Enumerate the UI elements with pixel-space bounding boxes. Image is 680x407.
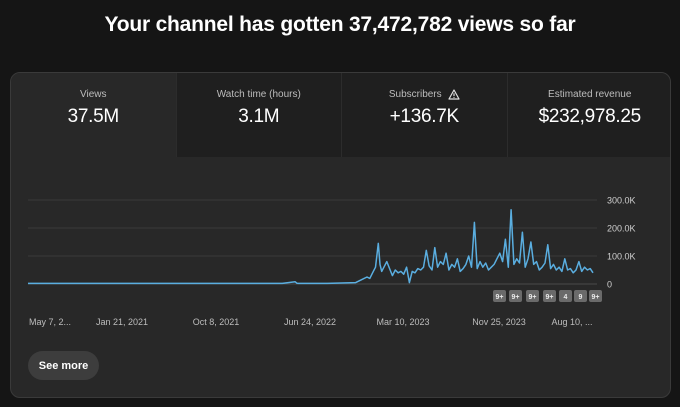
tab-revenue-value: $232,978.25: [538, 106, 642, 127]
y-tick-label: 200.0K: [607, 224, 636, 234]
x-tick-label: Jan 21, 2021: [96, 317, 148, 327]
series-line[interactable]: [28, 209, 594, 285]
annotation-marker-label: 9+: [512, 294, 520, 301]
x-tick-label: May 7, 2...: [29, 317, 71, 327]
tab-revenue-label: Estimated revenue: [548, 88, 632, 100]
tab-subscribers-value: +136.7K: [389, 106, 460, 127]
see-more-button[interactable]: See more: [28, 351, 99, 380]
analytics-panel: Views 37.5M Watch time (hours) 3.1M Subs…: [10, 72, 671, 398]
tab-watch-time-value: 3.1M: [238, 106, 280, 127]
x-tick-label: Jun 24, 2022: [284, 317, 336, 327]
annotation-marker-label: 9+: [546, 294, 554, 301]
annotation-marker[interactable]: [574, 290, 587, 302]
annotation-marker[interactable]: [493, 290, 506, 302]
warning-icon[interactable]: [448, 88, 460, 100]
annotation-marker-label: 9+: [496, 294, 504, 301]
x-tick-label: Nov 25, 2023: [472, 317, 526, 327]
tab-subscribers[interactable]: Subscribers +136.7K: [341, 73, 507, 157]
y-tick-label: 0: [607, 280, 612, 290]
x-tick-label: Aug 10, ...: [551, 317, 592, 327]
annotation-marker-label: 4: [564, 294, 568, 301]
tab-views-value: 37.5M: [67, 106, 120, 127]
tab-estimated-revenue[interactable]: Estimated revenue $232,978.25: [506, 73, 670, 157]
tab-watch-time-label: Watch time (hours): [216, 88, 301, 100]
tab-views-label: Views: [80, 88, 107, 100]
x-tick-label: Mar 10, 2023: [376, 317, 429, 327]
annotation-marker-label: 9+: [529, 294, 537, 301]
annotation-marker[interactable]: [526, 290, 539, 302]
annotation-marker-label: 9: [579, 294, 583, 301]
page-headline: Your channel has gotten 37,472,782 views…: [104, 13, 576, 36]
tab-subscribers-label: Subscribers: [388, 88, 442, 100]
x-tick-label: Oct 8, 2021: [193, 317, 240, 327]
annotation-marker[interactable]: [559, 290, 572, 302]
y-tick-label: 300.0K: [607, 196, 636, 206]
metric-tabs: Views 37.5M Watch time (hours) 3.1M Subs…: [11, 73, 670, 157]
tab-views[interactable]: Views 37.5M: [11, 73, 176, 157]
tab-watch-time[interactable]: Watch time (hours) 3.1M: [175, 73, 341, 157]
annotation-marker[interactable]: [509, 290, 522, 302]
y-tick-label: 100.0K: [607, 252, 636, 262]
annotation-marker[interactable]: [543, 290, 556, 302]
annotation-marker[interactable]: [589, 290, 602, 302]
annotation-marker-label: 9+: [592, 294, 600, 301]
